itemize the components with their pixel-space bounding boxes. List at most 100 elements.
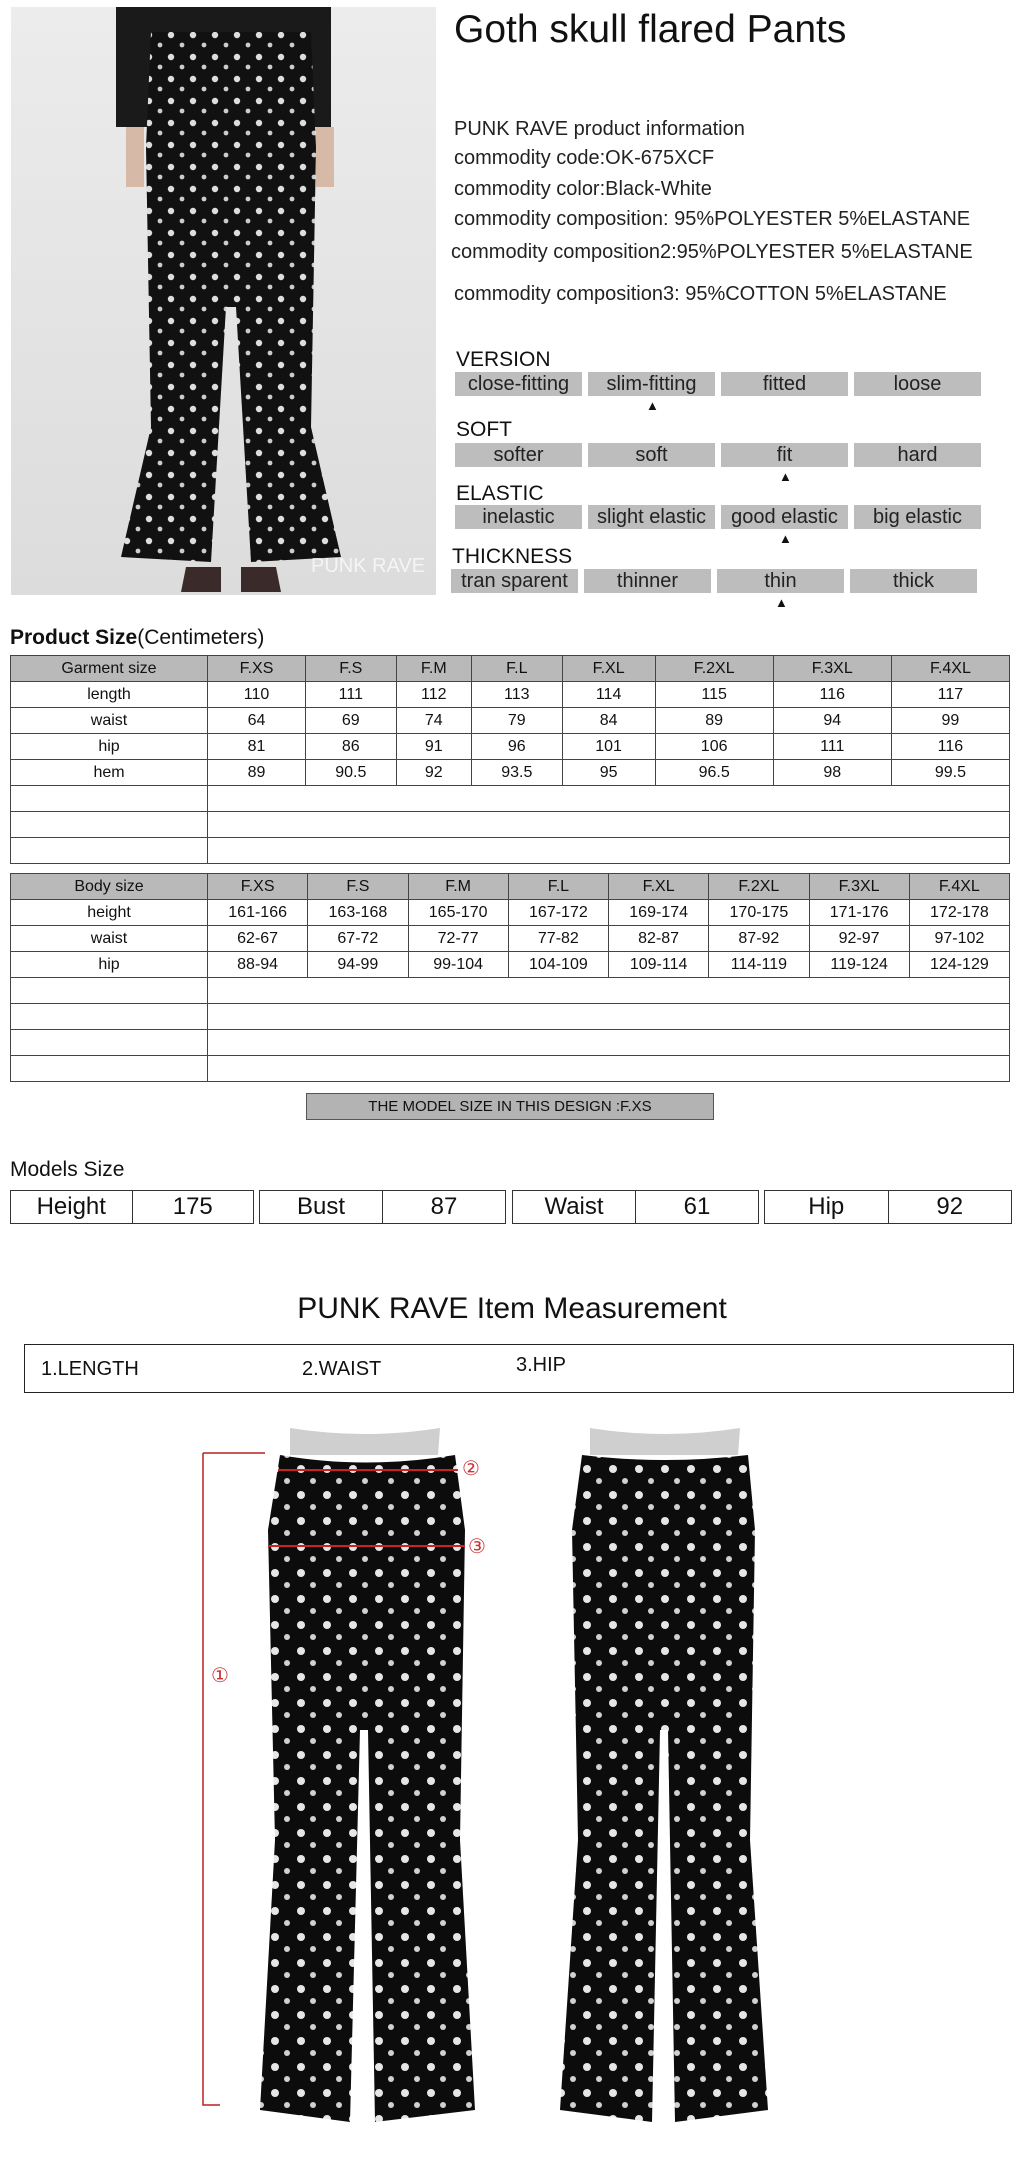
table-cell: height [10,899,208,926]
attr-option: thick [850,569,977,593]
info-label: commodity code: [454,147,606,169]
models-size-title: Models Size [10,1158,125,1181]
table-cell: F.S [307,873,409,900]
table-cell: 111 [305,681,397,708]
table-cell: 74 [395,707,473,734]
table-cell: F.XL [607,873,710,900]
table-cell: length [10,681,208,708]
commodity-composition2: commodity composition2:95%POLYESTER 5%EL… [451,241,973,264]
table-cell: F.M [395,655,473,682]
table-cell: F.2XL [654,655,774,682]
table-row-empty [10,785,1010,812]
table-cell: 119-124 [808,951,910,978]
table-cell: 169-174 [607,899,710,926]
model-size-value: 92 [887,1191,1012,1223]
info-label: commodity composition: [454,208,669,230]
model-size-hip: Hip 92 [764,1190,1012,1224]
table-cell: 171-176 [808,899,910,926]
table-cell: 165-170 [407,899,509,926]
table-cell: 77-82 [507,925,610,952]
marker-hip: ③ [468,1536,486,1558]
marker-waist: ② [462,1458,480,1480]
table-row: length 110 111 112 113 114 115 116 117 [10,681,1011,708]
length-measure-line [202,1452,265,2106]
attr-option: big elastic [854,505,981,529]
attr-option: thinner [584,569,711,593]
table-cell: 106 [654,733,774,760]
table-cell: 82-87 [607,925,710,952]
table-cell: 115 [654,681,774,708]
model-size-banner: THE MODEL SIZE IN THIS DESIGN :F.XS [306,1093,714,1120]
table-cell: Garment size [10,655,208,682]
table-cell: 98 [772,759,892,786]
attr-scale-soft: softer soft fit hard [455,443,981,467]
model-size-label: Bust [296,1193,346,1220]
table-cell: 81 [206,733,307,760]
table-cell: 117 [890,681,1011,708]
table-cell: 93.5 [471,759,563,786]
table-cell: 104-109 [507,951,610,978]
front-pants-image [260,1428,475,2122]
table-cell: 101 [561,733,656,760]
table-cell: 124-129 [908,951,1011,978]
table-cell: F.2XL [708,873,810,900]
attr-label-soft: SOFT [456,418,512,441]
table-cell: 84 [561,707,656,734]
table-row: hip 88-94 94-99 99-104 104-109 109-114 114-119… [10,951,1011,978]
measurement-title: PUNK RAVE Item Measurement [297,1292,727,1325]
garment-size-table: Garment size F.XS F.S F.M F.L F.XL F.2XL F.3XL F… [10,655,1011,864]
table-cell: 167-172 [507,899,610,926]
table-cell: 95 [561,759,656,786]
attr-label-elastic: ELASTIC [456,482,544,505]
attr-label-version: VERSION [456,348,551,371]
table-row: waist 62-67 67-72 72-77 77-82 82-87 87-92 92-97… [10,925,1011,952]
table-cell: F.4XL [908,873,1011,900]
table-cell: 62-67 [206,925,309,952]
model-size-bust: Bust 87 [259,1190,506,1224]
attr-option: fit [721,443,848,467]
photo-watermark: PUNK RAVE [311,555,425,577]
table-cell: F.XL [561,655,656,682]
attr-option: inelastic [455,505,582,529]
table-row-empty [10,1003,1010,1030]
attr-scale-elastic: inelastic slight elastic good elastic big e… [455,505,981,529]
table-cell: 90.5 [305,759,397,786]
selected-indicator-icon: ▲ [779,469,792,484]
table-cell: 111 [772,733,892,760]
info-value: 95%COTTON 5%ELASTANE [679,283,947,305]
table-cell: 69 [305,707,397,734]
table-cell: 109-114 [607,951,710,978]
attr-option: softer [455,443,582,467]
selected-indicator-icon: ▲ [779,531,792,546]
brand-info-line: PUNK RAVE product information [454,118,745,140]
model-size-value: 87 [382,1191,505,1223]
table-cell: 64 [206,707,307,734]
table-cell: waist [10,925,208,952]
table-row-empty [10,1029,1010,1056]
marker-length: ① [211,1665,229,1687]
selected-indicator-icon: ▲ [646,398,659,413]
table-cell: hip [10,951,208,978]
commodity-code: commodity code:OK-675XCF [454,147,714,170]
table-cell: F.L [507,873,610,900]
measurement-label-hip: 3.HIP [516,1354,567,1376]
table-cell: F.4XL [890,655,1011,682]
product-photo: PUNK RAVE [11,7,436,595]
table-cell: 170-175 [708,899,810,926]
info-label: commodity composition3: [454,283,680,305]
measurement-diagram: ① ② ③ [202,1428,768,2122]
table-cell: 67-72 [307,925,409,952]
table-row: hem 89 90.5 92 93.5 95 96.5 98 99.5 [10,759,1011,786]
table-cell: 110 [206,681,307,708]
info-value: 95%POLYESTER 5%ELASTANE [676,241,973,263]
model-wearing-pants-image: PUNK RAVE [116,7,425,592]
table-cell: F.3XL [772,655,892,682]
attr-option: loose [854,372,981,396]
table-cell: 89 [206,759,307,786]
model-size-label: Hip [808,1193,845,1220]
table-row-empty [10,837,1010,864]
product-size-heading: Product Size(Centimeters) [10,626,265,649]
model-size-label: Height [36,1193,106,1220]
table-cell: 163-168 [307,899,409,926]
table-cell: F.XS [206,873,309,900]
